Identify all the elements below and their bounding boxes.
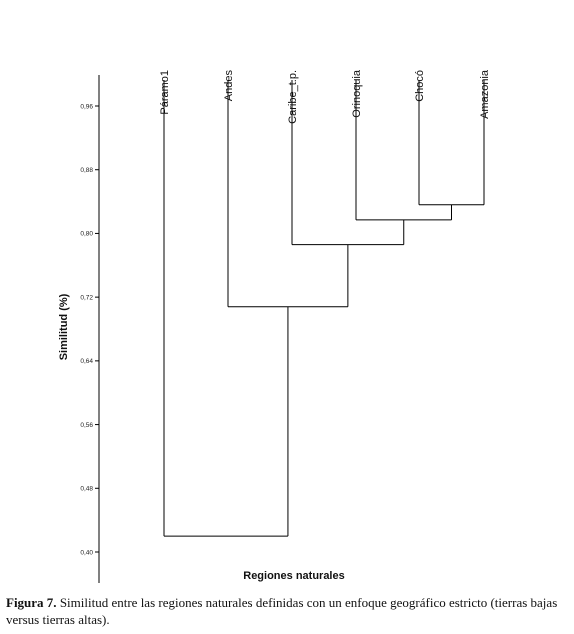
leaf-label: Orinoquia <box>351 69 363 118</box>
caption-label: Figura 7. <box>6 595 57 610</box>
dendrogram-branches <box>163 80 485 537</box>
y-axis-title: Similitud (%) <box>58 293 70 360</box>
y-tick-label: 0,72 <box>80 294 93 301</box>
leaf-label: Andes <box>223 70 235 102</box>
y-tick-label: 0,64 <box>80 358 93 365</box>
leaf-label: Caribe_t.p. <box>287 70 299 124</box>
y-tick-label: 0,80 <box>80 231 93 238</box>
y-tick-label: 0,88 <box>80 167 93 174</box>
x-axis-title: Regiones naturales <box>243 570 344 582</box>
caption-text: Similitud entre las regiones naturales d… <box>6 595 558 627</box>
y-axis-ticks: 0,40 0,48 0,56 0,64 0,72 0,80 0,88 0,96 <box>80 103 99 556</box>
y-tick-label: 0,56 <box>80 422 93 429</box>
y-tick-label: 0,40 <box>80 549 93 556</box>
dendrogram-chart: 0,40 0,48 0,56 0,64 0,72 0,80 0,88 0,96 Páramo1… <box>58 69 491 583</box>
y-tick-label: 0,48 <box>80 486 93 493</box>
leaf-labels: Páramo1 Andes Caribe_t.p. Orinoquia Chocó Ama… <box>159 69 491 124</box>
leaf-label: Chocó <box>414 70 426 102</box>
y-tick-label: 0,96 <box>80 103 93 110</box>
leaf-label: Amazonia <box>479 69 491 119</box>
figure-caption: Figura 7. Similitud entre las regiones n… <box>6 594 570 628</box>
leaf-label: Páramo1 <box>159 70 171 115</box>
